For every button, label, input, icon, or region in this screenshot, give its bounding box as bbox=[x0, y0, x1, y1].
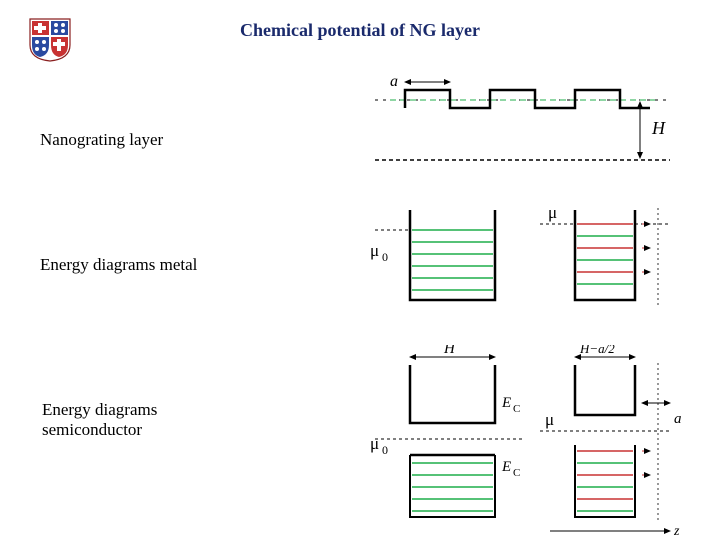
label-nanograting: Nanograting layer bbox=[40, 130, 163, 150]
label-semi-line2: semiconductor bbox=[42, 420, 142, 440]
svg-text:z: z bbox=[673, 524, 680, 539]
page-title: Chemical potential of NG layer bbox=[0, 20, 720, 41]
svg-text:0: 0 bbox=[382, 250, 388, 264]
svg-text:a: a bbox=[390, 73, 398, 90]
label-metal: Energy diagrams metal bbox=[40, 255, 197, 275]
svg-text:C: C bbox=[513, 467, 520, 479]
metal-energy-diagram: μ 0 μ bbox=[370, 200, 680, 320]
svg-text:H−a/2: H−a/2 bbox=[579, 345, 615, 356]
nanograting-diagram: a H bbox=[370, 70, 680, 175]
semiconductor-energy-diagram: H H−a/2 E C μ 0 E C μ a z bbox=[370, 345, 690, 540]
svg-text:E: E bbox=[501, 459, 511, 475]
svg-text:H: H bbox=[651, 118, 666, 138]
svg-text:E: E bbox=[501, 395, 511, 411]
label-semi-line1: Energy diagrams bbox=[42, 400, 157, 420]
svg-text:H: H bbox=[443, 345, 456, 357]
svg-text:μ: μ bbox=[370, 241, 379, 260]
svg-text:μ: μ bbox=[370, 434, 379, 453]
svg-text:a: a bbox=[674, 411, 682, 427]
svg-text:0: 0 bbox=[382, 443, 388, 457]
svg-text:μ: μ bbox=[548, 203, 557, 222]
svg-text:μ: μ bbox=[545, 410, 554, 429]
svg-text:C: C bbox=[513, 403, 520, 415]
